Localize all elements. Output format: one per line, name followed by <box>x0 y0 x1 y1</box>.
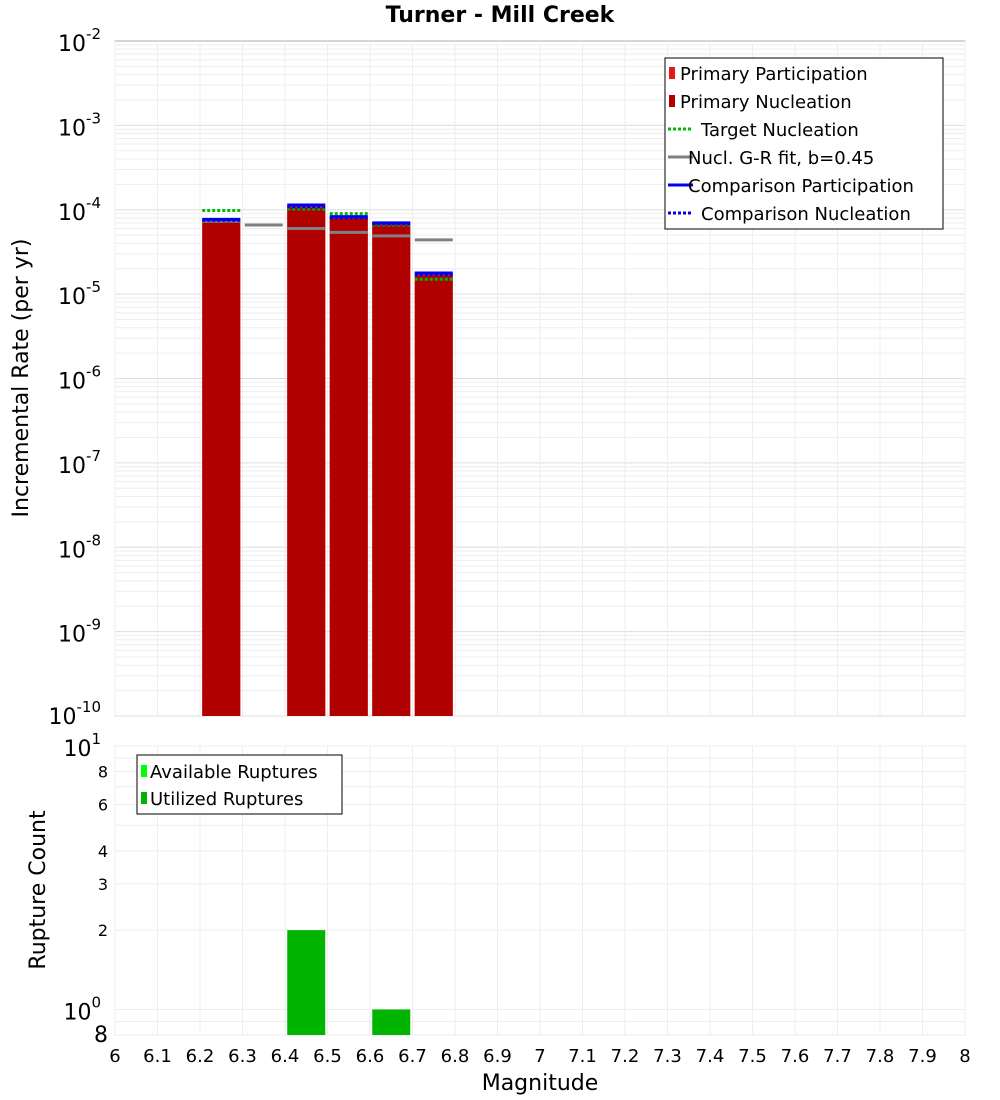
bar-primary-nucleation <box>414 275 453 716</box>
top-y-tick-label-exponent: -6 <box>86 363 101 381</box>
top-y-tick-label: 10-8 <box>58 531 101 563</box>
top-y-tick-label: 10-5 <box>58 278 101 310</box>
top-y-tick-label: 10-4 <box>58 194 101 226</box>
top-legend-label: Primary Participation <box>680 64 868 85</box>
top-legend: Primary Participation Primary Nucleation T… <box>664 57 944 230</box>
x-tick-label: 7.7 <box>823 1046 852 1067</box>
bottom-y-minor-tick-label: 3 <box>98 875 108 894</box>
x-tick-label: 6.1 <box>143 1046 172 1067</box>
bar-utilized-ruptures <box>287 930 326 1035</box>
bottom-y-minor-tick-label: 6 <box>98 795 108 814</box>
top-y-tick-label-exponent: -3 <box>86 109 101 127</box>
bottom-y-tick-label: 101 <box>63 730 101 762</box>
top-legend-box <box>664 57 944 230</box>
x-tick-label: 7.8 <box>866 1046 895 1067</box>
bar-primary-nucleation <box>329 218 368 716</box>
top-y-tick-label: 10-7 <box>58 447 101 479</box>
top-y-tick-label-exponent: -9 <box>86 616 101 634</box>
x-tick-label: 7.2 <box>611 1046 640 1067</box>
top-lines <box>202 203 453 281</box>
top-y-tick-label-exponent: -5 <box>86 278 101 296</box>
top-y-tick-label-base: 10 <box>49 705 77 730</box>
top-y-tick-label-base: 10 <box>58 623 86 648</box>
bottom-legend-box <box>136 754 343 815</box>
bottom-y-tick-label-exponent: 1 <box>91 730 101 748</box>
top-y-tick-label: 10-6 <box>58 363 101 395</box>
top-y-tick-label: 10-9 <box>58 616 101 648</box>
top-y-tick-label-base: 10 <box>58 32 86 57</box>
bottom-y-tick-label-exponent: 0 <box>91 993 101 1011</box>
x-tick-label: 7.3 <box>653 1046 682 1067</box>
top-y-tick-label-exponent: -7 <box>86 447 101 465</box>
bottom-y-tick-label-base: 10 <box>63 1000 91 1025</box>
x-tick-label: 7.6 <box>781 1046 810 1067</box>
x-tick-label: 6.3 <box>228 1046 257 1067</box>
top-y-tick-label: 10-3 <box>58 109 101 141</box>
top-y-tick-label-base: 10 <box>58 285 86 310</box>
x-tick-label: 7 <box>534 1046 545 1067</box>
x-tick-label: 6 <box>109 1046 120 1067</box>
top-legend-label: Comparison Participation <box>688 176 914 197</box>
bar-utilized-ruptures <box>372 1009 411 1035</box>
x-tick-label: 7.9 <box>908 1046 937 1067</box>
bottom-y-minor-tick-label: 2 <box>98 921 108 940</box>
top-y-tick-label-exponent: -10 <box>77 698 102 716</box>
top-legend-label: Comparison Nucleation <box>701 204 911 225</box>
chart-title: Turner - Mill Creek <box>386 3 616 28</box>
bottom-grid <box>114 745 966 1036</box>
top-legend-label: Primary Nucleation <box>680 92 852 113</box>
bar-primary-nucleation <box>372 224 411 716</box>
x-tick-label: 6.9 <box>483 1046 512 1067</box>
legend-swatch-box <box>669 95 675 107</box>
x-ticks: 6 6.1 6.2 6.3 6.4 6.5 6.6 6.7 6.8 6.9 7 7.1 7.2 7.3 7.… <box>109 1046 970 1067</box>
legend-swatch-box <box>141 792 147 804</box>
x-tick-label: 7.1 <box>568 1046 597 1067</box>
top-y-tick-label-exponent: -2 <box>86 25 101 43</box>
top-y-tick-label: 10-2 <box>58 25 101 57</box>
top-y-tick-label-base: 10 <box>58 201 86 226</box>
top-bars <box>202 205 453 717</box>
top-legend-label: Nucl. G-R fit, b=0.45 <box>688 148 874 169</box>
x-tick-label: 6.2 <box>186 1046 215 1067</box>
top-y-tick-label-base: 10 <box>58 538 86 563</box>
bottom-y-axis-label: Rupture Count <box>26 810 51 970</box>
bottom-legend-label: Available Ruptures <box>150 762 318 783</box>
bar-primary-nucleation <box>202 221 241 716</box>
bottom-y-minor-tick-label: 8 <box>94 1023 108 1048</box>
top-y-tick-label-base: 10 <box>58 454 86 479</box>
bottom-y-minor-tick-label: 4 <box>98 842 108 861</box>
x-tick-label: 7.4 <box>696 1046 725 1067</box>
top-y-tick-label-base: 10 <box>58 116 86 141</box>
x-axis-label: Magnitude <box>482 1071 599 1096</box>
top-y-axis-label: Incremental Rate (per yr) <box>9 239 34 518</box>
x-tick-label: 8 <box>959 1046 970 1067</box>
legend-swatch-box <box>141 765 147 777</box>
bottom-y-tick-label: 100 <box>63 993 101 1025</box>
bottom-legend: Available Ruptures Utilized Ruptures <box>136 754 343 815</box>
top-y-tick-label-exponent: -8 <box>86 531 101 549</box>
top-y-tick-label: 10-10 <box>49 698 102 730</box>
top-y-tick-label-exponent: -4 <box>86 194 101 212</box>
x-tick-label: 6.4 <box>271 1046 300 1067</box>
top-y-tick-label-base: 10 <box>58 370 86 395</box>
x-tick-label: 6.7 <box>398 1046 427 1067</box>
bottom-y-minor-tick-label: 8 <box>98 763 108 782</box>
x-tick-label: 6.6 <box>356 1046 385 1067</box>
bar-primary-nucleation <box>287 207 326 716</box>
x-tick-label: 7.5 <box>738 1046 767 1067</box>
legend-swatch-box <box>669 67 675 79</box>
x-tick-label: 6.5 <box>313 1046 342 1067</box>
top-legend-label: Target Nucleation <box>700 120 859 141</box>
x-tick-label: 6.8 <box>441 1046 470 1067</box>
bottom-bars <box>287 930 411 1035</box>
bottom-y-tick-label-base: 10 <box>63 737 91 762</box>
bottom-legend-label: Utilized Ruptures <box>150 789 303 810</box>
